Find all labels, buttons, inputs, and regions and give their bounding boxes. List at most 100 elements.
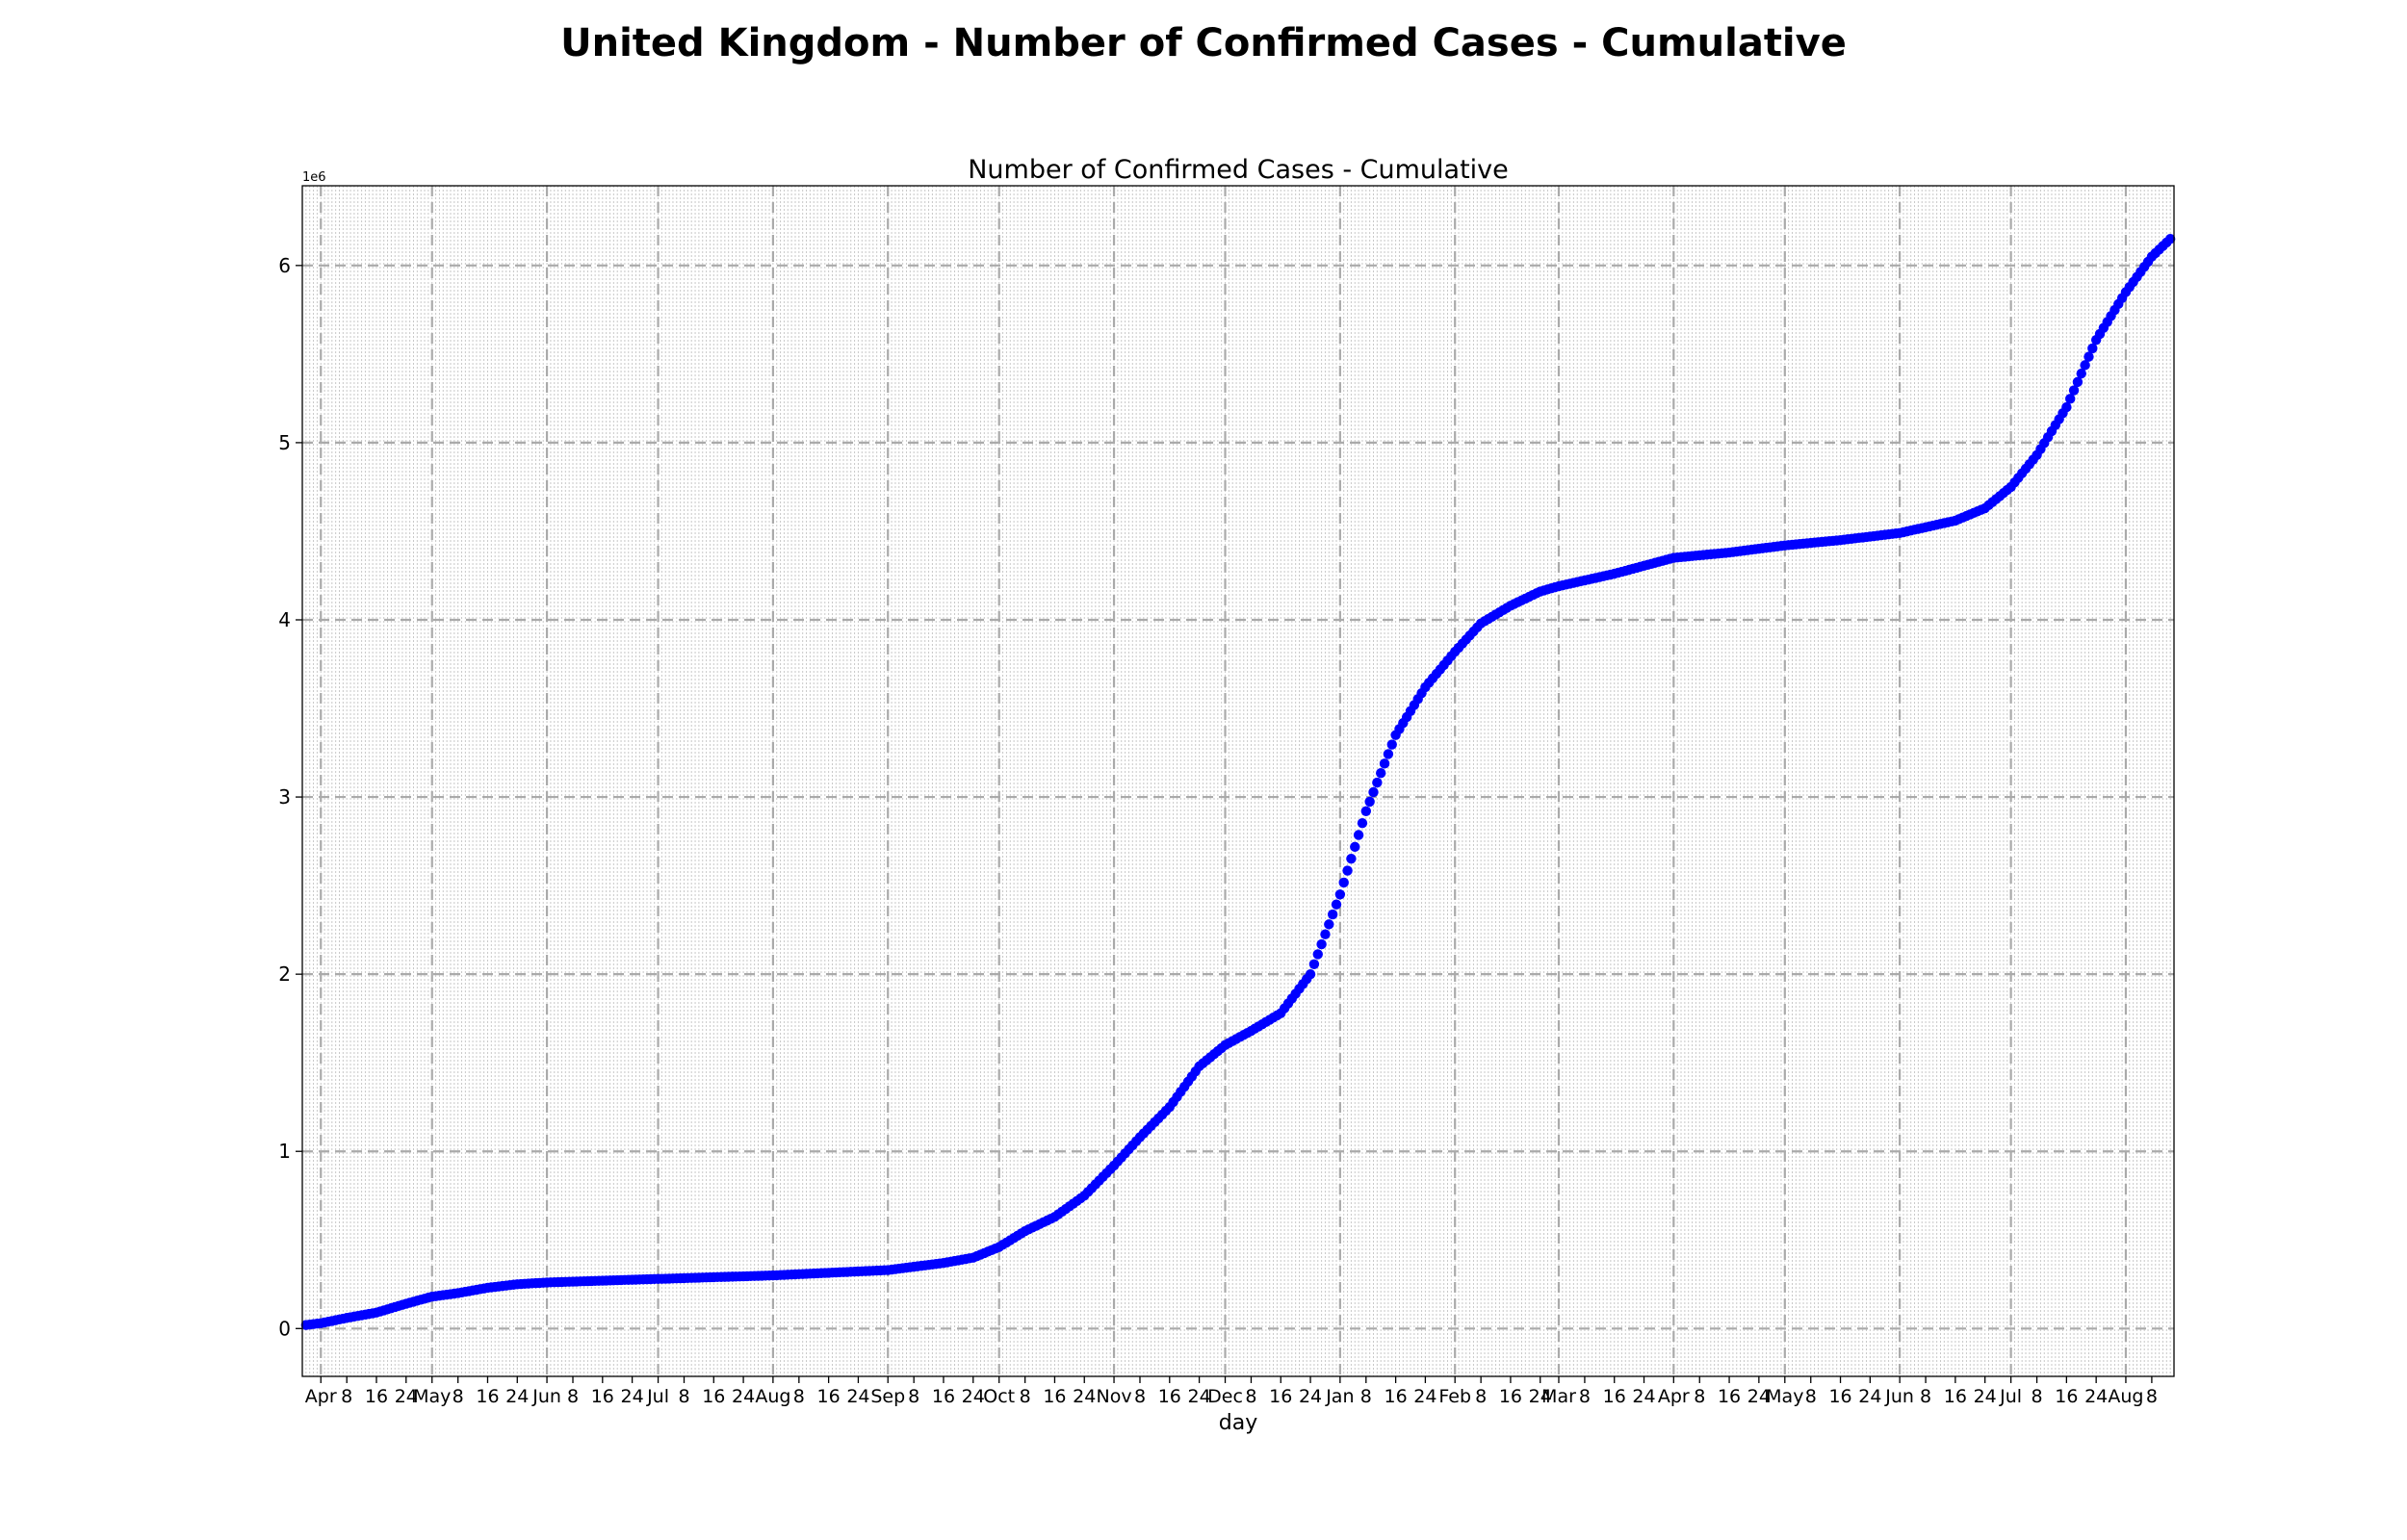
data-point	[1357, 817, 1368, 829]
y-tick-label: 4	[278, 608, 291, 631]
data-point	[1316, 938, 1327, 950]
x-tick-label: 8	[1245, 1386, 1256, 1407]
x-tick-label: 8	[2146, 1386, 2158, 1407]
x-tick-label: 16	[1603, 1386, 1626, 1407]
x-tick-label: Sep	[870, 1386, 905, 1407]
data-point	[1308, 959, 1320, 969]
x-tick-label: Apr	[1658, 1386, 1690, 1407]
x-tick-label: 8	[567, 1386, 579, 1407]
data-point	[1376, 768, 1386, 779]
data-point	[1379, 758, 1390, 769]
x-tick-label: 8	[2032, 1386, 2043, 1407]
data-point	[1338, 877, 1349, 888]
x-tick-label: 16	[1043, 1386, 1066, 1407]
x-tick-label: 24	[505, 1386, 529, 1407]
x-tick-label: 8	[793, 1386, 805, 1407]
x-tick-label: May	[413, 1386, 451, 1407]
data-point	[1305, 968, 1316, 980]
data-point	[2087, 343, 2098, 354]
x-tick-label: 16	[1828, 1386, 1851, 1407]
figure-title: United Kingdom - Number of Confirmed Cas…	[560, 21, 1847, 65]
data-point	[1372, 777, 1383, 788]
x-tick-label: 24	[732, 1386, 755, 1407]
x-tick-label: 8	[908, 1386, 919, 1407]
x-tick-label: 24	[1632, 1386, 1655, 1407]
x-tick-label: 24	[1747, 1386, 1771, 1407]
x-tick-label: Mar	[1541, 1386, 1576, 1407]
x-tick-label: 24	[962, 1386, 985, 1407]
data-point	[2076, 368, 2086, 379]
data-point	[2083, 351, 2094, 362]
x-axis-label: day	[1219, 1411, 1257, 1435]
data-point	[2080, 360, 2090, 371]
x-tick-label: 24	[1073, 1386, 1096, 1407]
x-tick-label: 8	[678, 1386, 689, 1407]
x-tick-label: 24	[1858, 1386, 1881, 1407]
data-point	[1320, 929, 1331, 939]
x-tick-label: Aug	[2108, 1386, 2143, 1407]
x-tick-label: 16	[1385, 1386, 1408, 1407]
data-point	[1360, 806, 1372, 816]
x-tick-label: 8	[1579, 1386, 1591, 1407]
data-point	[1342, 865, 1353, 876]
x-tick-label: 8	[453, 1386, 464, 1407]
data-point	[1324, 919, 1334, 930]
x-tick-label: 16	[476, 1386, 499, 1407]
x-tick-label: 16	[2055, 1386, 2078, 1407]
x-tick-label: 24	[621, 1386, 644, 1407]
x-tick-label: 16	[591, 1386, 614, 1407]
x-tick-label: 24	[846, 1386, 869, 1407]
grid-lines	[302, 186, 2174, 1376]
series-cumulative-cases	[300, 234, 2176, 1330]
data-point	[1386, 739, 1397, 750]
x-tick-label: 24	[1299, 1386, 1322, 1407]
data-point	[2072, 376, 2083, 388]
data-point	[1364, 796, 1375, 808]
y-tick-label: 2	[278, 962, 291, 986]
x-tick-label: 16	[1718, 1386, 1741, 1407]
x-tick-label: Jun	[531, 1386, 561, 1407]
x-tick-label: May	[1766, 1386, 1803, 1407]
data-point	[1312, 949, 1323, 960]
x-tick-label: 8	[1805, 1386, 1817, 1407]
data-point	[2164, 234, 2176, 244]
data-point	[2061, 401, 2072, 413]
x-tick-label: 8	[1920, 1386, 1931, 1407]
data-point	[1383, 749, 1394, 759]
x-tick-label: 24	[2084, 1386, 2108, 1407]
x-tick-label: Dec	[1207, 1386, 1243, 1407]
x-tick-label: Nov	[1096, 1386, 1131, 1407]
x-tick-label: 16	[1499, 1386, 1522, 1407]
x-tick-label: 16	[817, 1386, 841, 1407]
x-tick-label: 24	[1529, 1386, 1552, 1407]
x-tick-label: 8	[1475, 1386, 1487, 1407]
x-tick-label: 16	[365, 1386, 388, 1407]
x-tick-label: Jul	[1999, 1386, 2022, 1407]
data-point	[2065, 394, 2076, 404]
x-tick-label: 24	[1974, 1386, 1997, 1407]
x-tick-label: 24	[395, 1386, 418, 1407]
y-tick-label: 6	[278, 254, 291, 277]
x-tick-label: Jul	[646, 1386, 669, 1407]
x-tick-label: 8	[1134, 1386, 1146, 1407]
x-tick-label: 16	[932, 1386, 955, 1407]
x-tick-label: Jan	[1325, 1386, 1354, 1407]
chart-title: Number of Confirmed Cases - Cumulative	[968, 155, 1509, 185]
x-tick-label: 16	[702, 1386, 725, 1407]
data-point	[1350, 841, 1360, 853]
x-tick-label: 8	[1360, 1386, 1372, 1407]
x-tick-label: 8	[1020, 1386, 1031, 1407]
plot-frame	[301, 185, 2175, 1377]
y-tick-label: 5	[278, 431, 291, 454]
data-point	[1327, 909, 1338, 920]
x-tick-label: 16	[1944, 1386, 1967, 1407]
y-tick-label: 3	[278, 785, 291, 808]
y-tick-label: 1	[278, 1140, 291, 1163]
data-point	[1331, 899, 1342, 910]
y-offset-label: 1e6	[302, 170, 326, 185]
x-tick-label: Feb	[1438, 1386, 1471, 1407]
axis-labels: Number of Confirmed Cases - Cumulative d…	[302, 155, 1509, 1435]
data-point	[1346, 854, 1357, 864]
